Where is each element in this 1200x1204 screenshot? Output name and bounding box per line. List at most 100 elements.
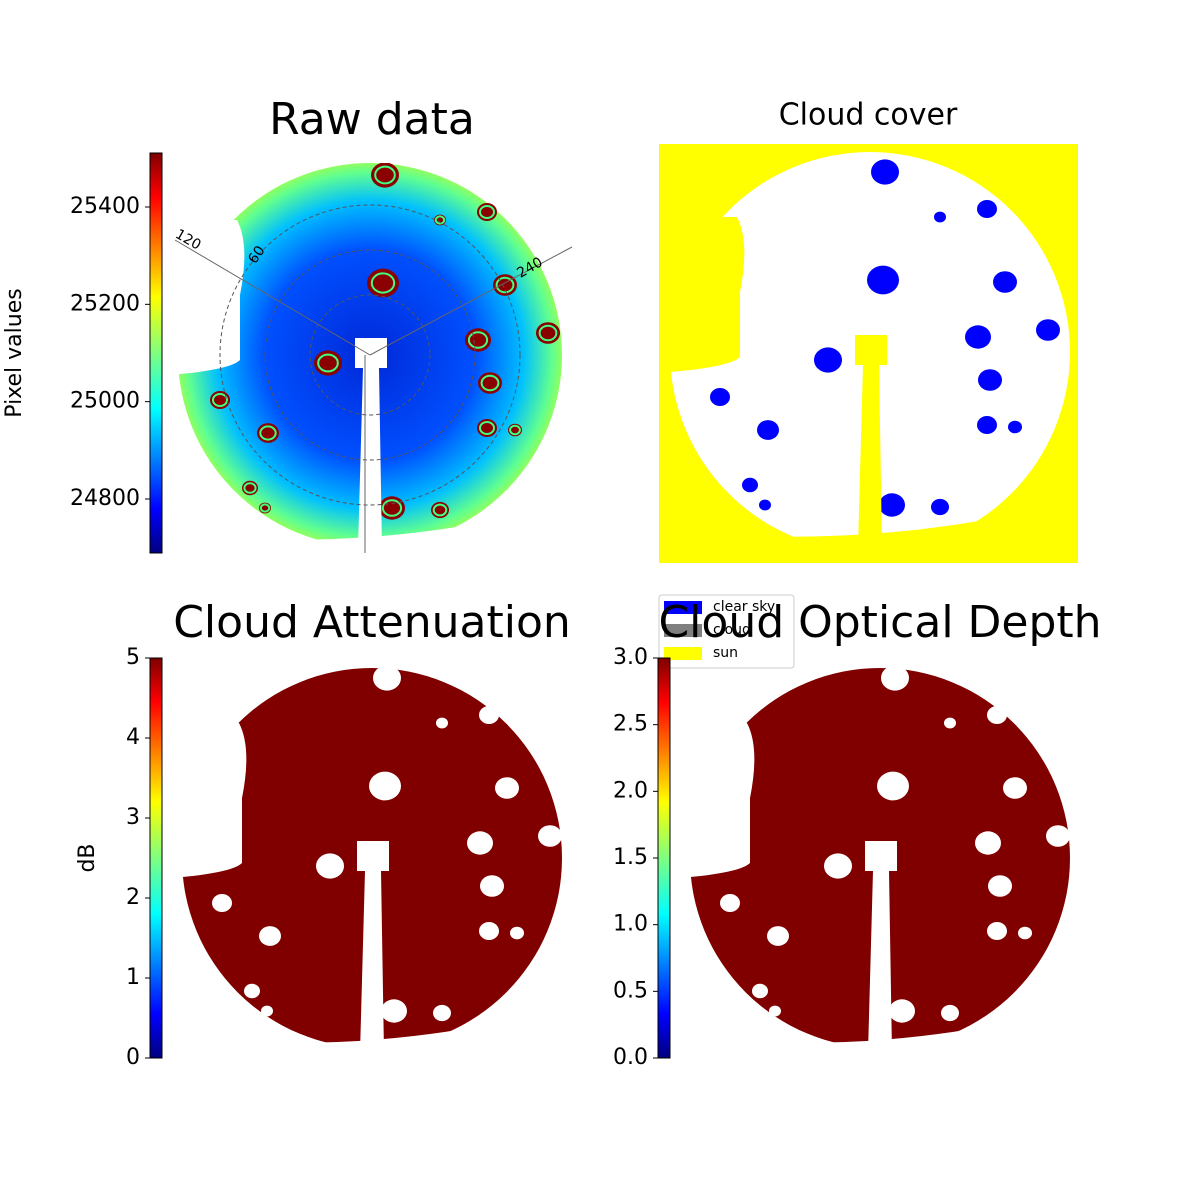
mast <box>357 841 389 1053</box>
cloud-blob-edge <box>538 324 558 342</box>
colorbar-tick-label: 3.0 <box>613 645 648 670</box>
cloud-blob <box>965 325 991 349</box>
legend-swatch <box>664 647 702 660</box>
horizon-notch <box>172 723 247 878</box>
cloud-blob <box>433 1004 451 1022</box>
cloud-blob <box>1046 825 1070 847</box>
cloud-blob <box>767 926 789 946</box>
cloud-blob-edge <box>212 393 228 407</box>
horizon-notch <box>170 220 245 375</box>
cloud-blob <box>934 211 946 223</box>
colorbar-tick-label: 5 <box>126 645 140 670</box>
polar-ring <box>264 249 476 461</box>
cloud-blob-edge <box>467 331 489 349</box>
cloud-blob <box>720 894 740 912</box>
cloud-blob <box>752 983 768 999</box>
chart-title: Cloud cover <box>779 98 958 133</box>
legend-label: clear sky <box>713 599 775 615</box>
cloud-blob <box>467 831 493 855</box>
colorbar-label: dB <box>75 843 100 872</box>
cloud-blob <box>510 926 524 940</box>
chart-title: Cloud Attenuation <box>173 597 571 648</box>
cloud-blob <box>987 706 1007 724</box>
cloud-blob <box>993 271 1017 293</box>
colorbar-tick-label: 2.0 <box>613 778 648 803</box>
cloud-blob-edge <box>509 424 521 436</box>
cloud-blob <box>244 983 260 999</box>
colorbar-tick-label: 3 <box>126 805 140 830</box>
colorbar-tick-label: 0 <box>126 1045 140 1070</box>
bottom-cut <box>182 1008 562 1053</box>
cloud-blob <box>759 499 771 511</box>
mast <box>855 335 887 547</box>
cloud-blob <box>212 894 232 912</box>
cloud-blob <box>757 420 779 440</box>
cloud-blob <box>987 922 1007 940</box>
cloud-blob <box>436 717 448 729</box>
colorbar <box>657 657 671 1059</box>
cloud-blob <box>978 369 1002 391</box>
cloud-blob <box>877 771 909 801</box>
polar-spoke <box>369 246 573 356</box>
chart-title: Cloud Optical Depth <box>658 597 1101 648</box>
cloud-blob-edge <box>495 276 515 294</box>
cloud-blob <box>479 922 499 940</box>
cloud-blob-edge <box>259 503 271 513</box>
colorbar-tick-label: 25400 <box>70 194 140 219</box>
cloud-blob-edge <box>381 499 403 517</box>
cloud-blob <box>259 926 281 946</box>
cloud-blob <box>977 200 997 218</box>
cloud-blob-edge <box>317 353 339 373</box>
cloud-blob <box>538 825 562 847</box>
colorbar <box>149 657 163 1059</box>
colorbar-tick-label: 1.0 <box>613 912 648 937</box>
cloud-blob <box>479 706 499 724</box>
sky-image <box>172 665 562 1053</box>
colorbar-tick-label: 24800 <box>70 486 140 511</box>
cloud-blob-edge <box>480 374 500 392</box>
cloud-blob-edge <box>432 503 448 517</box>
top-cut <box>173 158 567 163</box>
sky-image <box>170 158 567 552</box>
colorbar-tick-label: 25000 <box>70 389 140 414</box>
cloud-blob <box>369 771 401 801</box>
cloud-blob <box>742 477 758 493</box>
colorbar-tick-label: 2 <box>126 885 140 910</box>
cloud-blob-edge <box>434 215 446 225</box>
colorbar-tick-label: 0.0 <box>613 1045 648 1070</box>
legend-label: sun <box>713 645 738 661</box>
colorbar-tick-label: 2.5 <box>613 712 648 737</box>
cloud-blob <box>881 665 909 691</box>
cloud-blob <box>1036 319 1060 341</box>
colorbar-tick-label: 4 <box>126 725 140 750</box>
bottom-cut <box>690 1008 1070 1053</box>
cloud-blob <box>824 853 852 879</box>
polar-spoke <box>174 239 371 356</box>
cloud-blob <box>879 493 905 517</box>
cloud-blob <box>931 498 949 516</box>
cloud-blob <box>889 999 915 1023</box>
cloud-blob <box>1008 420 1022 434</box>
colorbar-tick-label: 25200 <box>70 291 140 316</box>
colorbar-tick-label: 0.5 <box>613 978 648 1003</box>
cloud-blob <box>941 1004 959 1022</box>
cloud-blob <box>867 265 899 295</box>
colorbar-tick-label: 1.5 <box>613 845 648 870</box>
cloud-blob <box>1018 926 1032 940</box>
chart-title: Raw data <box>269 94 475 145</box>
horizon-notch <box>670 217 745 372</box>
cloud-blob <box>871 159 899 185</box>
cloud-blob <box>316 853 344 879</box>
legend-swatch <box>664 624 702 637</box>
cloud-blob <box>769 1005 781 1017</box>
cloud-blob <box>977 416 997 434</box>
mast <box>355 338 387 550</box>
polar-ring <box>219 204 521 506</box>
cloud-blob <box>710 388 730 406</box>
horizon-notch <box>680 723 755 878</box>
legend-label: cloud <box>713 622 751 638</box>
cloud-blob-edge <box>479 205 495 219</box>
cloud-blob <box>373 665 401 691</box>
cloud-blob <box>381 999 407 1023</box>
